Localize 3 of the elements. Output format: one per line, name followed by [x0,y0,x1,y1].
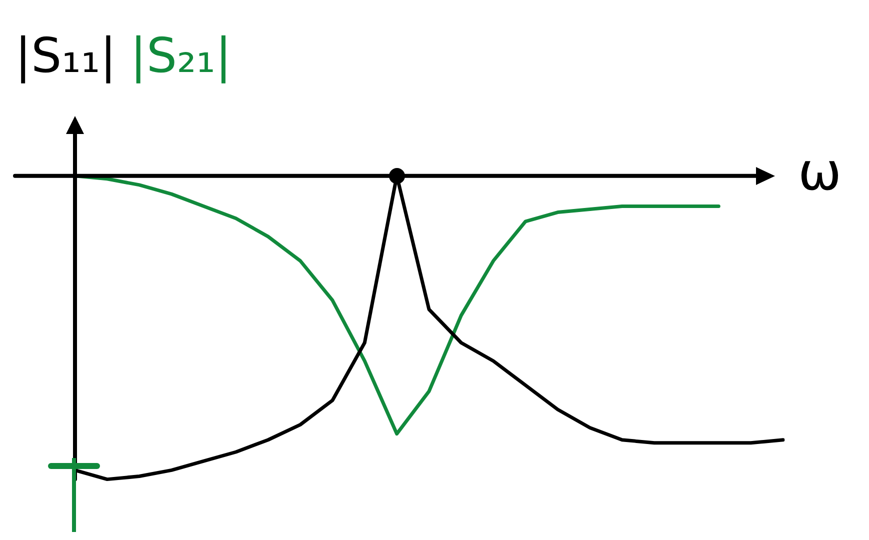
x-axis-title: ω [798,142,842,202]
text: |S₁₁| [15,28,116,84]
text: |S₂₁| [130,28,232,84]
